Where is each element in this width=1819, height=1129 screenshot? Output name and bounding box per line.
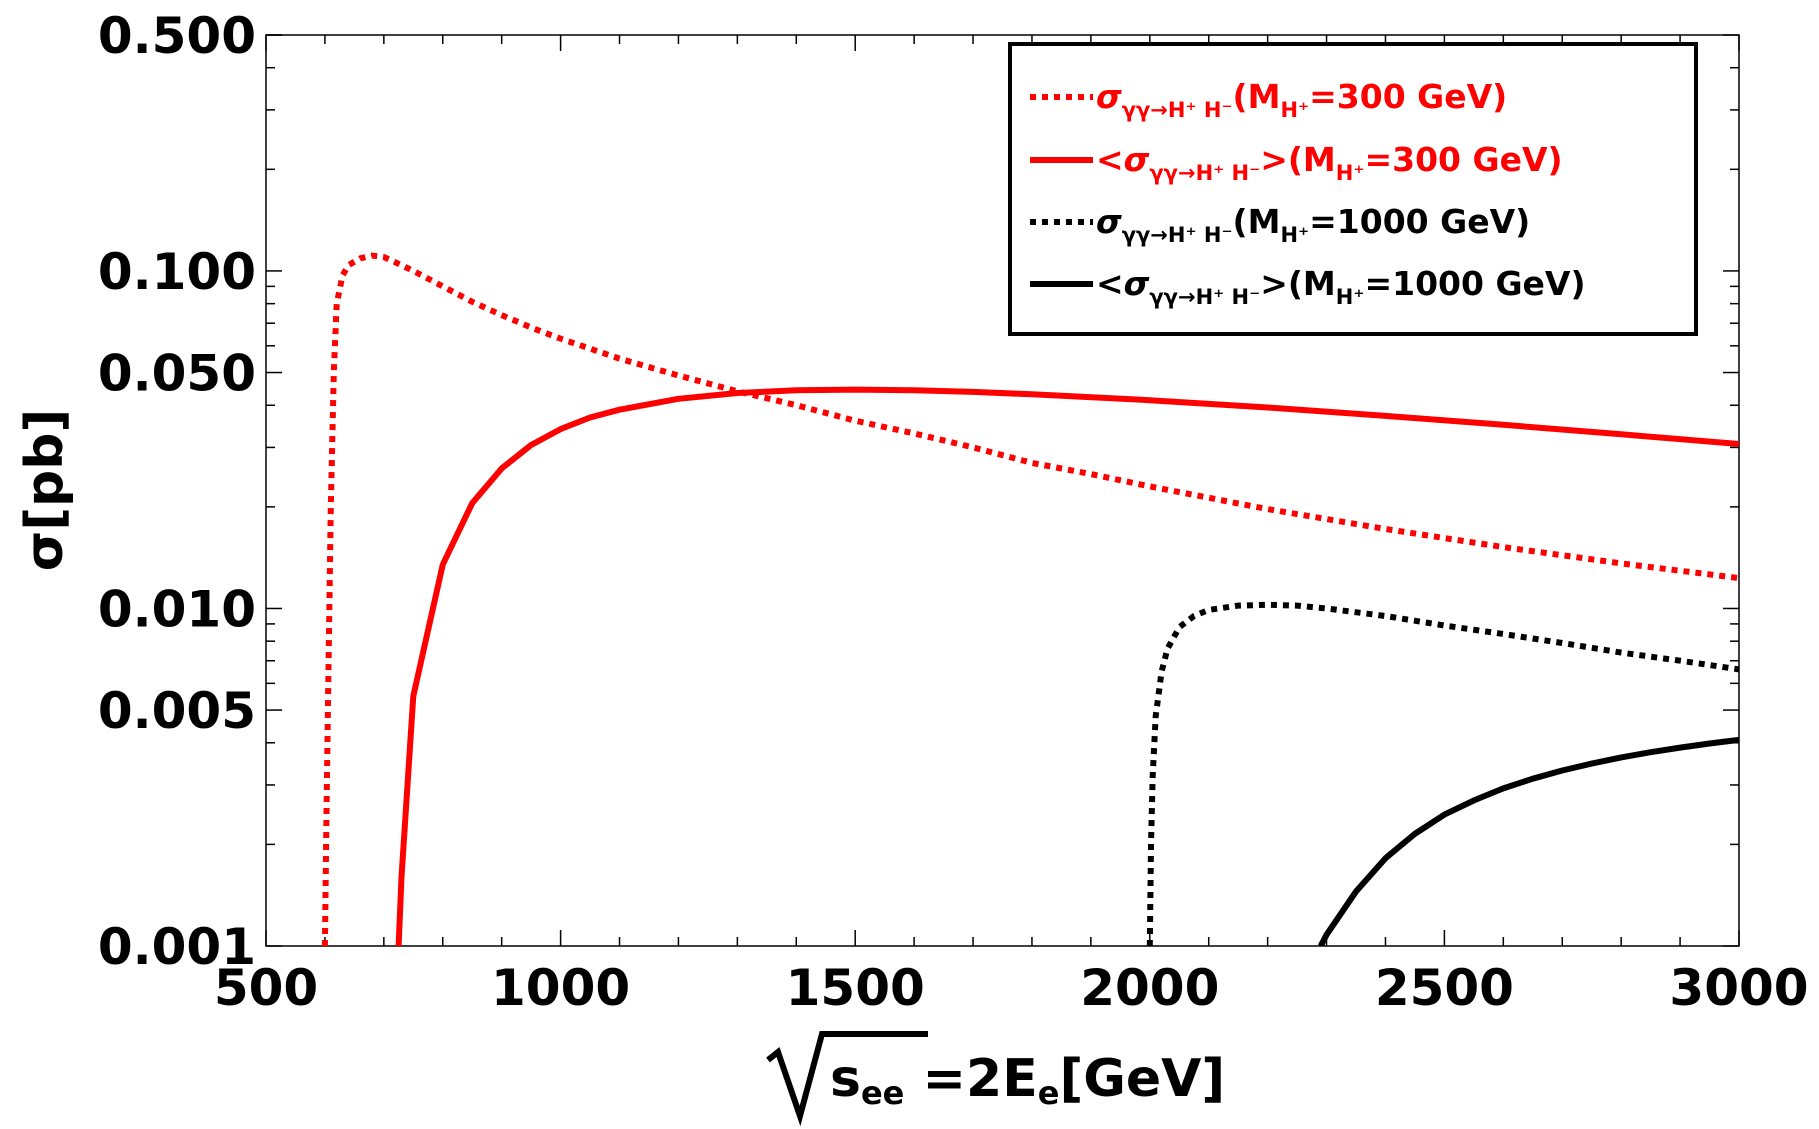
y-tick-label: 0.500 <box>98 7 256 65</box>
x-label-unit: [GeV] <box>1059 1049 1225 1109</box>
x-tick-label: 1000 <box>491 959 630 1017</box>
x-label-rest-sub: e <box>1038 1074 1060 1112</box>
x-tick-label: 500 <box>214 959 318 1017</box>
x-label-radicand-sub: ee <box>861 1074 904 1112</box>
legend: σγγ→H⁺ H⁻(MH⁺=300 GeV) <σγγ→H⁺ H⁻>(MH⁺=30… <box>1008 42 1698 336</box>
plot-frame <box>265 34 1740 947</box>
x-tick-label: 1500 <box>786 959 925 1017</box>
y-tick-label: 0.005 <box>98 682 256 740</box>
x-tick-labels: 500 1000 1500 2000 2500 3000 <box>214 959 1809 1017</box>
y-tick-label: 0.050 <box>98 345 256 403</box>
x-tick-label: 3000 <box>1669 959 1808 1017</box>
x-tick-label: 2500 <box>1375 959 1514 1017</box>
y-axis-label: σ[pb] <box>15 409 75 571</box>
svg-text:see =2Ee[GeV]: see =2Ee[GeV] <box>830 1049 1225 1112</box>
y-tick-label: 0.100 <box>98 243 256 301</box>
series-line-3 <box>1146 601 1739 946</box>
legend-label-3: σγγ→H⁺ H⁻(MH⁺=1000 GeV) <box>1096 202 1530 247</box>
axis-ticks <box>265 34 1740 947</box>
legend-label-2: <σγγ→H⁺ H⁻>(MH⁺=300 GeV) <box>1096 140 1563 185</box>
series-line-4 <box>1318 736 1739 946</box>
series-line-2 <box>395 386 1739 946</box>
x-tick-label: 2000 <box>1080 959 1219 1017</box>
x-axis-label: see =2Ee[GeV] <box>766 1031 1225 1127</box>
sqrt-symbol <box>766 1031 928 1127</box>
x-label-radicand: s <box>830 1049 861 1109</box>
legend-label-1: σγγ→H⁺ H⁻(MH⁺=300 GeV) <box>1096 77 1507 122</box>
series-line-1 <box>321 252 1739 946</box>
legend-box <box>1008 42 1698 336</box>
x-label-rest: =2E <box>904 1049 1037 1109</box>
legend-label-4: <σγγ→H⁺ H⁻>(MH⁺=1000 GeV) <box>1096 264 1586 309</box>
y-tick-labels: 0.001 0.005 0.010 0.050 0.100 0.500 <box>98 7 256 976</box>
y-tick-label: 0.010 <box>98 580 256 638</box>
y-tick-label: 0.001 <box>98 918 256 976</box>
series-lines <box>321 252 1739 946</box>
